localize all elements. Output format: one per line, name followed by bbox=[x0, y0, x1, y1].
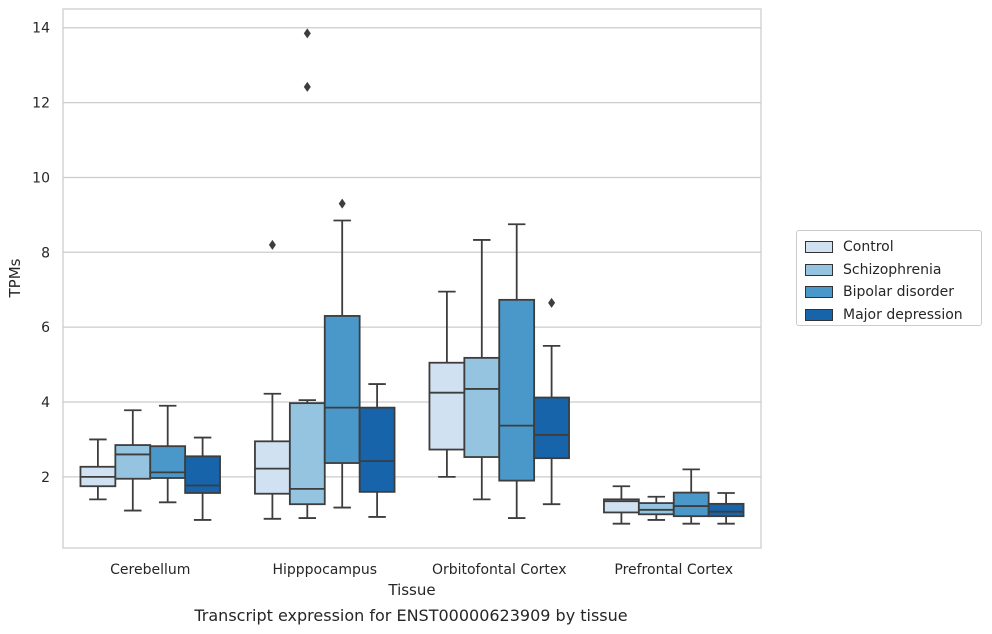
box-body bbox=[254, 440, 291, 495]
box-control bbox=[428, 290, 466, 478]
box-bipolar-disorder bbox=[149, 404, 187, 504]
box-body bbox=[533, 396, 570, 460]
y-tick-label: 2 bbox=[41, 470, 50, 486]
box-body bbox=[323, 315, 361, 464]
legend-swatch bbox=[805, 241, 833, 254]
legend-item: Control bbox=[805, 236, 973, 259]
y-tick-label: 6 bbox=[41, 320, 50, 336]
x-tick-label: Orbitofontal Cortex bbox=[432, 562, 567, 578]
legend-item: Major depression bbox=[805, 304, 973, 327]
box-bipolar-disorder bbox=[323, 198, 361, 509]
box-major-depression bbox=[707, 492, 745, 525]
box-groups bbox=[79, 28, 745, 525]
box-body bbox=[288, 402, 326, 506]
legend-label: Bipolar disorder bbox=[843, 284, 955, 301]
legend-label: Schizophrenia bbox=[843, 261, 942, 278]
x-tick-label: Hipppocampus bbox=[272, 562, 377, 578]
box-body bbox=[358, 406, 396, 493]
box-body bbox=[707, 502, 745, 518]
outlier-point bbox=[303, 28, 311, 39]
y-tick-label: 10 bbox=[32, 170, 50, 186]
box-body bbox=[184, 455, 221, 494]
legend: Control Schizophrenia Bipolar disorder Majo… bbox=[796, 230, 982, 326]
outlier-point bbox=[338, 198, 346, 209]
outlier-point bbox=[303, 81, 311, 92]
box-major-depression bbox=[533, 297, 570, 506]
y-tick-label: 4 bbox=[41, 395, 50, 411]
y-tick-label: 14 bbox=[32, 21, 50, 37]
y-tick-labels: 2 4 6 8 10 12 14 bbox=[32, 21, 50, 486]
legend-swatch bbox=[805, 286, 833, 299]
box-control bbox=[254, 239, 291, 520]
legend-swatch bbox=[805, 263, 833, 276]
legend-item: Schizophrenia bbox=[805, 259, 973, 282]
y-tick-label: 12 bbox=[32, 96, 50, 112]
y-tick-label: 8 bbox=[41, 245, 50, 261]
legend-label: Control bbox=[843, 239, 894, 256]
box-body bbox=[672, 491, 710, 518]
legend-swatch bbox=[805, 308, 833, 321]
box-bipolar-disorder bbox=[498, 223, 536, 519]
box-major-depression bbox=[358, 383, 396, 518]
box-control bbox=[79, 438, 117, 501]
x-tick-label: Cerebellum bbox=[110, 562, 190, 578]
box-body bbox=[428, 361, 466, 451]
x-axis-label: Tissue bbox=[387, 581, 435, 599]
outlier-point bbox=[548, 297, 556, 308]
outlier-point bbox=[268, 239, 276, 250]
box-major-depression bbox=[184, 436, 221, 521]
box-body bbox=[498, 298, 536, 482]
box-body bbox=[637, 502, 675, 516]
box-schizophrenia bbox=[114, 409, 152, 512]
chart-title: Transcript expression for ENST0000062390… bbox=[194, 606, 628, 625]
y-axis-label: TPMs bbox=[6, 258, 24, 298]
box-control bbox=[603, 485, 640, 525]
x-tick-labels: Cerebellum Hipppocampus Orbitofontal Corte… bbox=[110, 562, 733, 578]
plot-frame bbox=[62, 8, 762, 549]
box-schizophrenia bbox=[288, 28, 326, 519]
box-schizophrenia bbox=[463, 239, 501, 501]
legend-label: Major depression bbox=[843, 306, 963, 323]
x-tick-label: Prefrontal Cortex bbox=[614, 562, 733, 578]
box-bipolar-disorder bbox=[672, 468, 710, 525]
legend-item: Bipolar disorder bbox=[805, 281, 973, 304]
box-body bbox=[463, 356, 501, 458]
box-body bbox=[114, 444, 152, 480]
